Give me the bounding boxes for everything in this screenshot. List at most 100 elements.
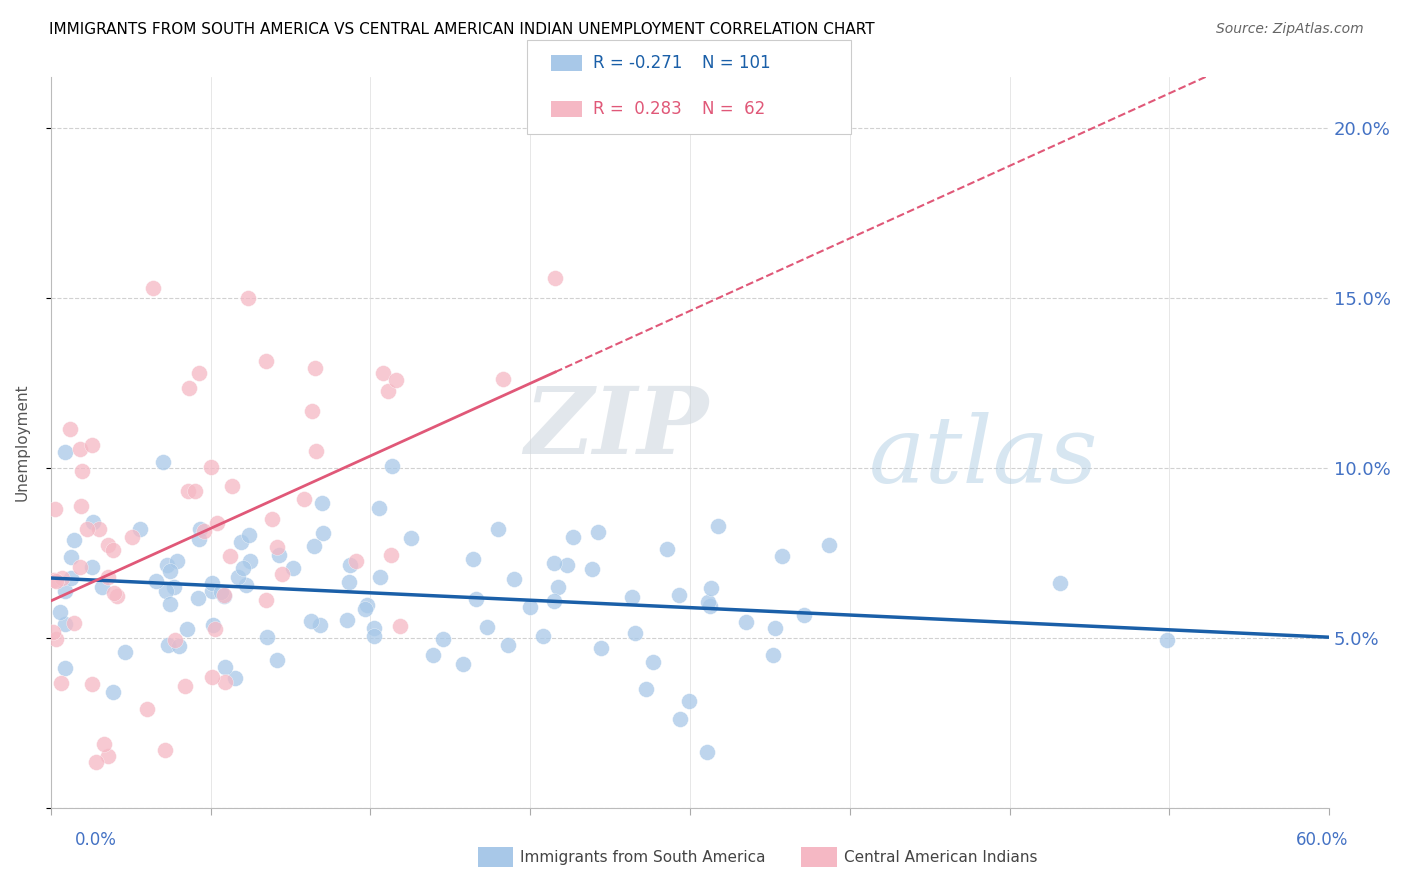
Point: [699, 599, 721, 613]
Point: [53, 584, 76, 599]
Point: [367, 500, 389, 515]
Point: [1049, 575, 1071, 590]
Point: [589, 641, 612, 656]
Text: N = 101: N = 101: [702, 54, 770, 72]
Point: [555, 558, 578, 573]
Point: [304, 444, 326, 458]
Point: [91, 580, 114, 594]
Point: [1156, 632, 1178, 647]
Point: [422, 648, 444, 662]
Point: [70, 499, 93, 513]
Point: [236, 291, 259, 305]
Point: [45, 632, 67, 646]
Point: [267, 548, 290, 562]
Point: [187, 591, 209, 605]
Point: [188, 522, 211, 536]
Point: [200, 575, 222, 590]
Point: [706, 519, 728, 533]
Point: [76, 522, 98, 536]
Point: [173, 679, 195, 693]
Point: [221, 479, 243, 493]
Point: [486, 522, 509, 536]
Point: [231, 535, 253, 549]
Point: [260, 512, 283, 526]
Point: [543, 594, 565, 608]
Point: [49, 675, 72, 690]
Point: [114, 644, 136, 658]
Point: [337, 574, 360, 589]
Point: [165, 633, 187, 648]
Point: [80, 677, 103, 691]
Point: [696, 745, 718, 759]
Point: [581, 562, 603, 576]
Text: Central American Indians: Central American Indians: [844, 850, 1038, 864]
Point: [121, 530, 143, 544]
Point: [201, 618, 224, 632]
Point: [669, 712, 692, 726]
Text: N =  62: N = 62: [702, 100, 765, 118]
Point: [42, 573, 65, 587]
Point: [82, 515, 104, 529]
Point: [70, 464, 93, 478]
Point: [69, 559, 91, 574]
Point: [105, 589, 128, 603]
Point: [142, 281, 165, 295]
Point: [762, 648, 785, 662]
Point: [156, 558, 179, 572]
Point: [103, 685, 125, 699]
Point: [299, 615, 322, 629]
Point: [157, 638, 180, 652]
Point: [155, 743, 177, 757]
Text: Source: ZipAtlas.com: Source: ZipAtlas.com: [1216, 22, 1364, 37]
Point: [84, 756, 107, 770]
Point: [547, 580, 569, 594]
Point: [159, 597, 181, 611]
Point: [636, 681, 658, 696]
Point: [697, 595, 720, 609]
Point: [97, 748, 120, 763]
Point: [399, 532, 422, 546]
Point: [389, 619, 412, 633]
Point: [586, 524, 609, 539]
Point: [254, 354, 277, 368]
Point: [270, 567, 292, 582]
Point: [678, 694, 700, 708]
Point: [163, 581, 186, 595]
Point: [152, 454, 174, 468]
Point: [735, 615, 758, 629]
Point: [59, 421, 82, 435]
Point: [82, 560, 104, 574]
Point: [200, 460, 222, 475]
Point: [97, 570, 120, 584]
Point: [219, 549, 242, 563]
Point: [201, 584, 224, 599]
Point: [335, 614, 357, 628]
Point: [492, 372, 515, 386]
Text: Immigrants from South America: Immigrants from South America: [520, 850, 766, 864]
Point: [45, 574, 67, 588]
Point: [380, 548, 402, 562]
Point: [63, 533, 86, 547]
Point: [87, 522, 110, 536]
Point: [145, 574, 167, 589]
Point: [531, 629, 554, 643]
Point: [63, 615, 86, 630]
Text: R =  0.283: R = 0.283: [593, 100, 682, 118]
Point: [188, 366, 211, 380]
Point: [818, 538, 841, 552]
Point: [193, 524, 215, 538]
Point: [543, 556, 565, 570]
Point: [167, 639, 190, 653]
Point: [544, 270, 567, 285]
Point: [496, 638, 519, 652]
Text: 60.0%: 60.0%: [1295, 831, 1348, 849]
Point: [763, 621, 786, 635]
Point: [204, 622, 226, 636]
Point: [302, 539, 325, 553]
Point: [232, 560, 254, 574]
Point: [103, 543, 125, 558]
Point: [135, 701, 157, 715]
Point: [200, 670, 222, 684]
Point: [205, 516, 228, 531]
Point: [624, 626, 647, 640]
